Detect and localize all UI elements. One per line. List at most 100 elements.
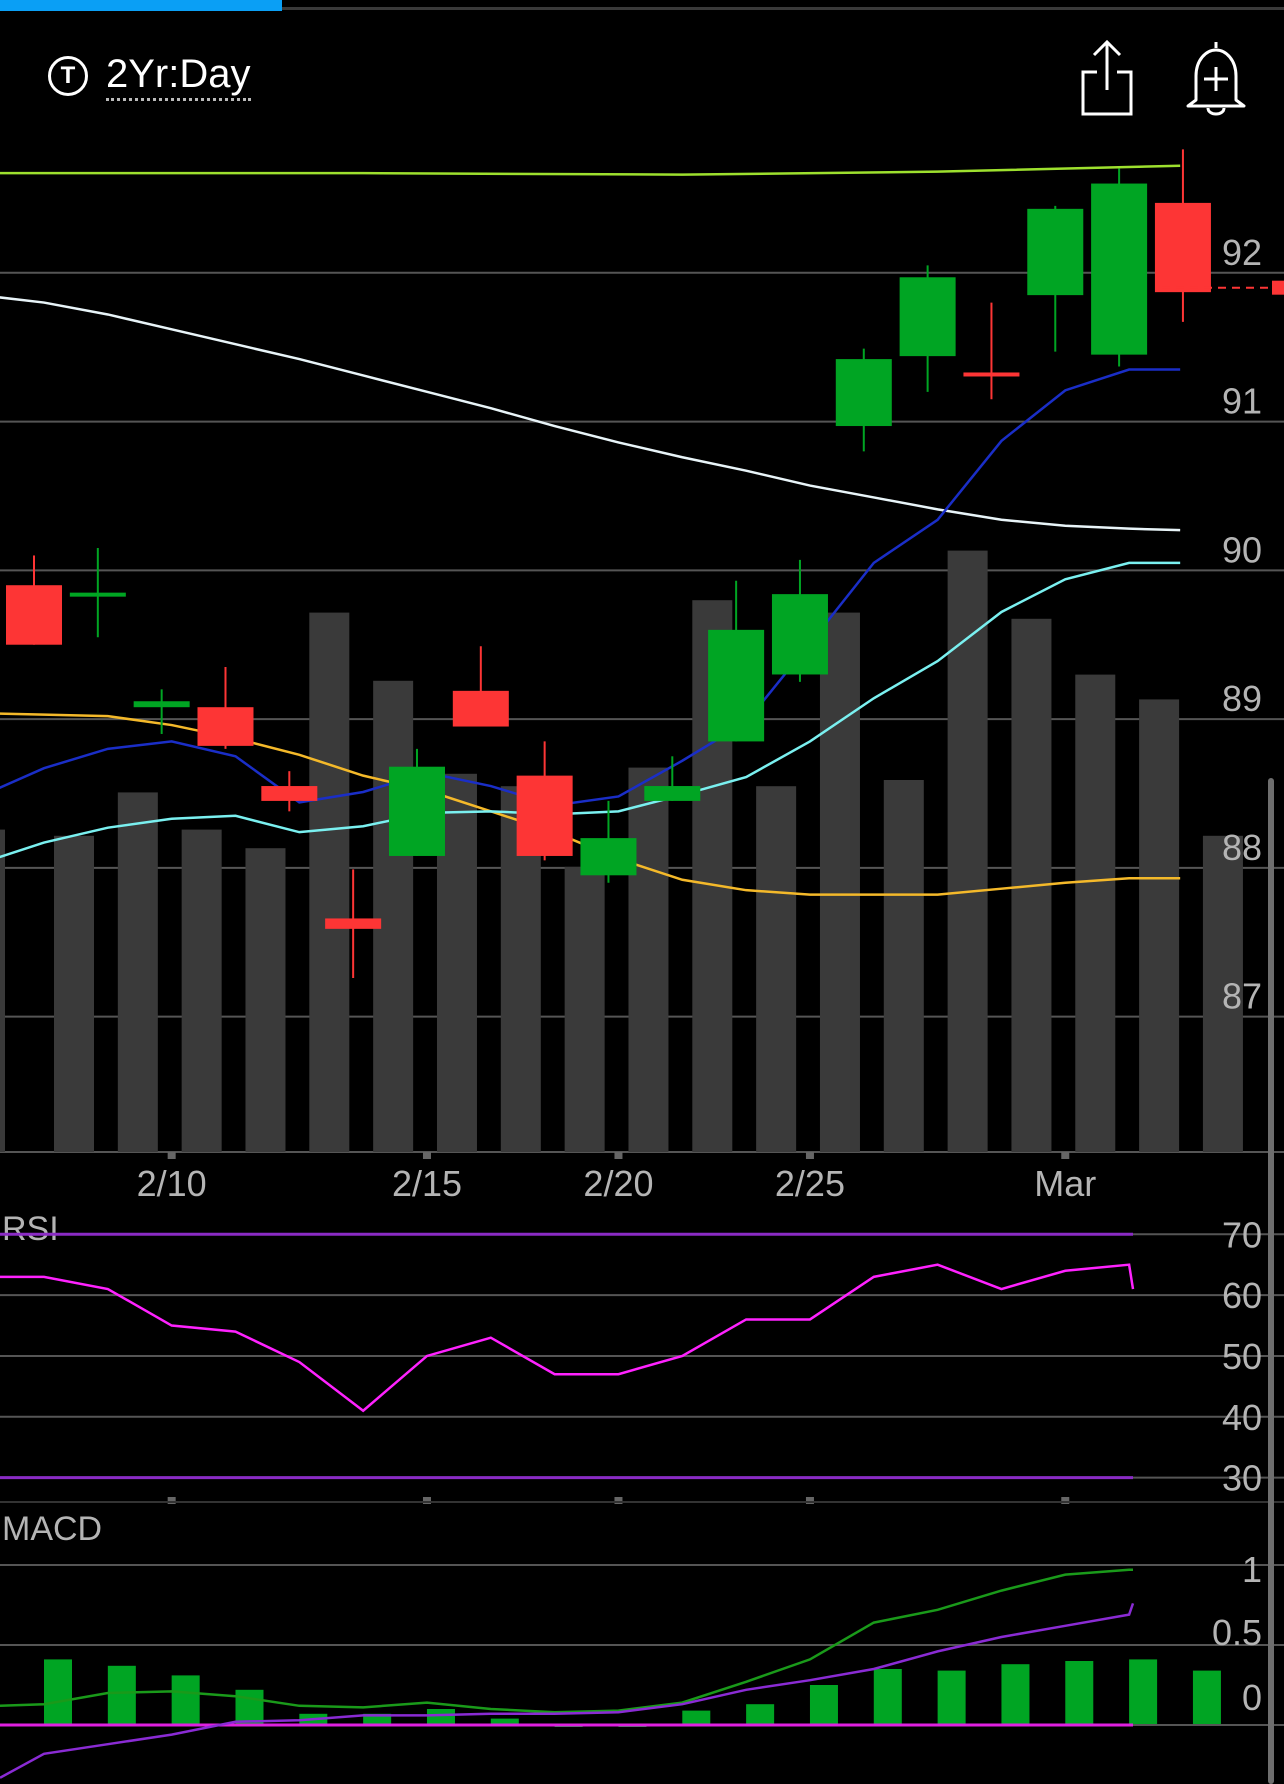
rsi-date-tick-mark	[422, 1497, 431, 1504]
price-tick-label: 88	[1222, 827, 1262, 868]
moving-average-ma_blue	[0, 368, 1181, 807]
time-range-selector[interactable]: 2Yr:Day	[106, 50, 251, 101]
price-tick-label: 90	[1222, 529, 1262, 570]
candlesticks	[6, 149, 1284, 978]
rsi-date-tick-mark	[614, 1497, 623, 1504]
load-progress-track	[0, 7, 1284, 10]
macd-panel: MACD 0 0.5 1	[0, 1510, 1284, 1779]
candle-body	[899, 277, 956, 357]
price-tick-label: 87	[1222, 976, 1262, 1017]
rsi-title: RSI	[2, 1210, 59, 1248]
time-range-icon[interactable]: T	[48, 56, 88, 96]
macd-histogram-bar	[107, 1665, 136, 1725]
volume-bar	[1075, 674, 1116, 1152]
date-tick-label: 2/15	[392, 1163, 462, 1204]
candle-body	[197, 707, 254, 746]
candle-body	[1027, 208, 1084, 296]
macd-histogram-bar	[426, 1709, 455, 1725]
date-tick-label: 2/20	[583, 1163, 653, 1204]
date-tick-mark	[422, 1152, 431, 1159]
candle-body	[580, 838, 637, 876]
candle-body	[133, 701, 190, 708]
vertical-scrollbar[interactable]	[1268, 778, 1274, 1784]
moving-average-ma_green	[0, 164, 1181, 176]
alert-button[interactable]	[1180, 40, 1252, 118]
volume-bar	[883, 780, 924, 1152]
volume-bar	[1202, 835, 1243, 1152]
candle-body	[1154, 202, 1211, 293]
moving-average-ma_white	[0, 296, 1181, 532]
candle-body	[261, 786, 318, 801]
price-tick-label: 92	[1222, 232, 1262, 273]
rsi-panel: RSI 30 40 50 60 70	[0, 1210, 1284, 1503]
volume-bar	[309, 612, 350, 1152]
macd-histogram-bar	[1192, 1670, 1221, 1725]
price-tick-label: 91	[1222, 381, 1262, 422]
candle-body	[325, 918, 382, 929]
macd-histogram-bar	[809, 1685, 838, 1725]
candle-body	[708, 629, 765, 742]
macd-histogram-bar	[1001, 1664, 1030, 1725]
rsi-tick-label: 40	[1222, 1397, 1262, 1438]
candle-body	[516, 775, 573, 856]
volume-bar	[756, 786, 797, 1152]
macd-histogram-bar	[235, 1689, 264, 1725]
macd-histogram-bar	[1065, 1661, 1094, 1725]
share-button[interactable]	[1078, 39, 1136, 116]
candle-body	[69, 592, 126, 597]
candle-body	[6, 585, 62, 645]
volume-bar	[564, 866, 605, 1152]
volume-bar	[819, 612, 860, 1152]
rsi-date-tick-mark	[1061, 1497, 1070, 1504]
candle-body	[388, 766, 445, 856]
load-progress-bar	[0, 0, 283, 11]
volume-bar	[373, 680, 414, 1152]
macd-histogram-bar	[363, 1713, 392, 1725]
date-tick-mark	[614, 1152, 623, 1159]
share-icon	[1081, 39, 1133, 116]
macd-line-macd_signal	[0, 1602, 1135, 1779]
date-tick-label: 2/10	[137, 1163, 207, 1204]
macd-tick-label: 0.5	[1212, 1612, 1262, 1653]
volume-bar	[245, 848, 286, 1152]
volume-bar	[117, 792, 158, 1152]
date-tick-mark	[1061, 1152, 1070, 1159]
rsi-tick-label: 70	[1222, 1214, 1262, 1255]
bell-plus-icon	[1186, 42, 1246, 116]
price-tick-label: 89	[1222, 678, 1262, 719]
volume-bar	[1139, 699, 1180, 1152]
macd-histogram-bar	[682, 1710, 711, 1725]
volume-bars	[0, 550, 1243, 1152]
macd-histogram-bar	[490, 1718, 519, 1725]
macd-histogram-bar	[171, 1675, 200, 1725]
moving-averages	[0, 164, 1181, 896]
rsi-tick-label: 30	[1222, 1458, 1262, 1499]
candle-body	[644, 786, 701, 801]
candle-body	[835, 359, 892, 427]
moving-average-ma_cyan	[0, 561, 1181, 859]
volume-bar	[0, 829, 5, 1152]
date-tick-mark	[167, 1152, 176, 1159]
chart-header: T 2Yr:Day	[0, 39, 1284, 120]
macd-histogram-bar	[1129, 1659, 1158, 1725]
volume-bar	[947, 550, 988, 1152]
macd-histogram-bar	[873, 1669, 902, 1725]
macd-tick-label: 0	[1242, 1677, 1262, 1718]
rsi-date-tick-mark	[805, 1497, 814, 1504]
candle-body	[452, 690, 509, 727]
rsi-tick-label: 60	[1222, 1275, 1262, 1316]
macd-histogram-bar	[746, 1704, 775, 1725]
rsi-tick-label: 50	[1222, 1336, 1262, 1377]
macd-histogram-bar	[44, 1659, 72, 1725]
macd-tick-label: 1	[1242, 1549, 1262, 1590]
candle-body	[1091, 183, 1148, 355]
rsi-date-tick-mark	[167, 1497, 176, 1504]
rsi-line	[0, 1263, 1135, 1413]
last-price-marker	[1272, 280, 1284, 295]
volume-bar	[181, 829, 222, 1152]
macd-title: MACD	[2, 1510, 102, 1548]
axis-labels: 87 88 89 90 91 92 2/10 2/15 2/20 2/25 Mar	[137, 232, 1262, 1504]
date-tick-label: Mar	[1034, 1163, 1096, 1204]
macd-histogram-bar	[937, 1670, 966, 1725]
